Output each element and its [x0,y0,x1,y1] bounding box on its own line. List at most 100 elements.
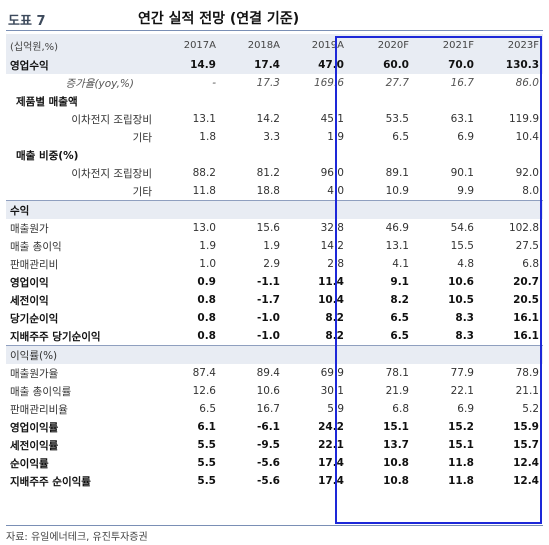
value-cell: 4.0 [327,185,344,197]
row-label: 이익률(%) [6,345,156,364]
row-label: 당기순이익 [10,312,59,325]
value-cell: 47.0 [284,56,348,74]
value-cell: 6.8 [392,403,409,415]
value-cell: 16.1 [513,330,539,342]
value-cell: 3.3 [263,131,280,143]
value-cell [413,146,478,164]
value-cell [478,146,543,164]
value-cell: 2.8 [327,258,344,270]
row-label: 세전이익률 [10,439,59,452]
value-cell [220,345,284,364]
value-cell: 96.0 [320,167,344,179]
table-row: 영업이익률 6.1 -6.1 24.2 15.1 15.2 15.9 [6,418,543,436]
value-cell: 15.5 [450,240,474,252]
table-row: 기타 1.8 3.3 1.9 6.5 6.9 10.4 [6,128,543,146]
value-cell: 15.6 [256,222,280,234]
value-cell: 6.5 [392,131,409,143]
value-cell: 12.4 [513,475,539,487]
row-label: 영업수익 [6,56,156,74]
value-cell: 22.1 [450,385,474,397]
row-label: 기타 [132,185,152,198]
value-cell: 5.2 [522,403,539,415]
value-cell: 12.4 [513,457,539,469]
value-cell [220,92,284,110]
table-row: 매출원가율 87.4 89.4 69.9 78.1 77.9 78.9 [6,364,543,382]
value-cell [413,200,478,219]
value-cell [413,345,478,364]
row-label: 영업이익률 [10,421,59,434]
row-label: 판매관리비율 [10,403,68,416]
value-cell: 46.9 [385,222,409,234]
row-label: 매출 총이익률 [10,385,72,398]
value-cell: 169.6 [313,77,344,89]
table-row: 세전이익 0.8 -1.7 10.4 8.2 10.5 20.5 [6,291,543,309]
value-cell: 12.6 [192,385,216,397]
value-cell: 5.5 [197,439,216,451]
value-cell: 1.0 [199,258,216,270]
value-cell: 0.8 [197,312,216,324]
value-cell: 1.9 [199,240,216,252]
value-cell: -1.0 [257,330,280,342]
year-header: 2020F [348,34,413,56]
year-header: 2021F [413,34,478,56]
source-note: 자료: 유일에너테크, 유진투자증권 [6,532,148,543]
value-cell: 16.1 [513,312,539,324]
value-cell [348,200,413,219]
row-label: 증가율(yoy,%) [65,77,134,90]
table-row: 매출 총이익 1.9 1.9 14.2 13.1 15.5 27.5 [6,237,543,255]
value-cell: 8.2 [325,330,344,342]
value-cell: 15.9 [513,421,539,433]
value-cell: 27.7 [385,77,409,89]
table-row: 제품별 매출액 [6,92,543,110]
value-cell: 8.3 [455,312,474,324]
table-row: 지배주주 당기순이익 0.8 -1.0 8.2 6.5 8.3 16.1 [6,327,543,346]
value-cell: 17.4 [318,475,344,487]
value-cell: 27.5 [515,240,539,252]
value-cell: 78.1 [385,367,409,379]
value-cell: 89.4 [256,367,280,379]
value-cell [284,146,348,164]
value-cell: 102.8 [508,222,539,234]
value-cell [413,92,478,110]
value-cell: 13.7 [383,439,409,451]
row-label: 매출 비중(%) [16,149,79,162]
value-cell [156,92,220,110]
value-cell: 32.8 [320,222,344,234]
value-cell: 88.2 [192,167,216,179]
value-cell: 90.1 [450,167,474,179]
value-cell: 86.0 [515,77,539,89]
row-label: 영업이익 [10,276,49,289]
value-cell [284,345,348,364]
value-cell: 119.9 [508,113,539,125]
value-cell [478,200,543,219]
value-cell: 21.9 [385,385,409,397]
value-cell: 14.9 [156,56,220,74]
value-cell: 15.7 [513,439,539,451]
value-cell: 14.2 [320,240,344,252]
value-cell [220,200,284,219]
value-cell: 11.8 [192,185,216,197]
value-cell: 10.4 [515,131,539,143]
value-cell: 87.4 [192,367,216,379]
value-cell: 16.7 [256,403,280,415]
value-cell [220,146,284,164]
row-label: 수익 [6,200,156,219]
year-header: 2017A [156,34,220,56]
value-cell: 11.8 [448,457,474,469]
table-row: 판매관리비율 6.5 16.7 5.9 6.8 6.9 5.2 [6,400,543,418]
value-cell: 1.9 [327,131,344,143]
value-cell: 53.5 [385,113,409,125]
bottom-rule [6,525,543,526]
row-label: 기타 [132,131,152,144]
value-cell: 54.6 [450,222,474,234]
value-cell: 130.3 [478,56,543,74]
top-rule [6,30,543,31]
value-cell [348,146,413,164]
value-cell: 6.5 [390,312,409,324]
value-cell: 13.0 [192,222,216,234]
value-cell: 10.9 [385,185,409,197]
table-row: 당기순이익 0.8 -1.0 8.2 6.5 8.3 16.1 [6,309,543,327]
value-cell: 15.1 [448,439,474,451]
value-cell: -5.6 [257,457,280,469]
table-header-row: (십억원,%) 2017A 2018A 2019A 2020F 2021F 2023F [6,34,543,56]
